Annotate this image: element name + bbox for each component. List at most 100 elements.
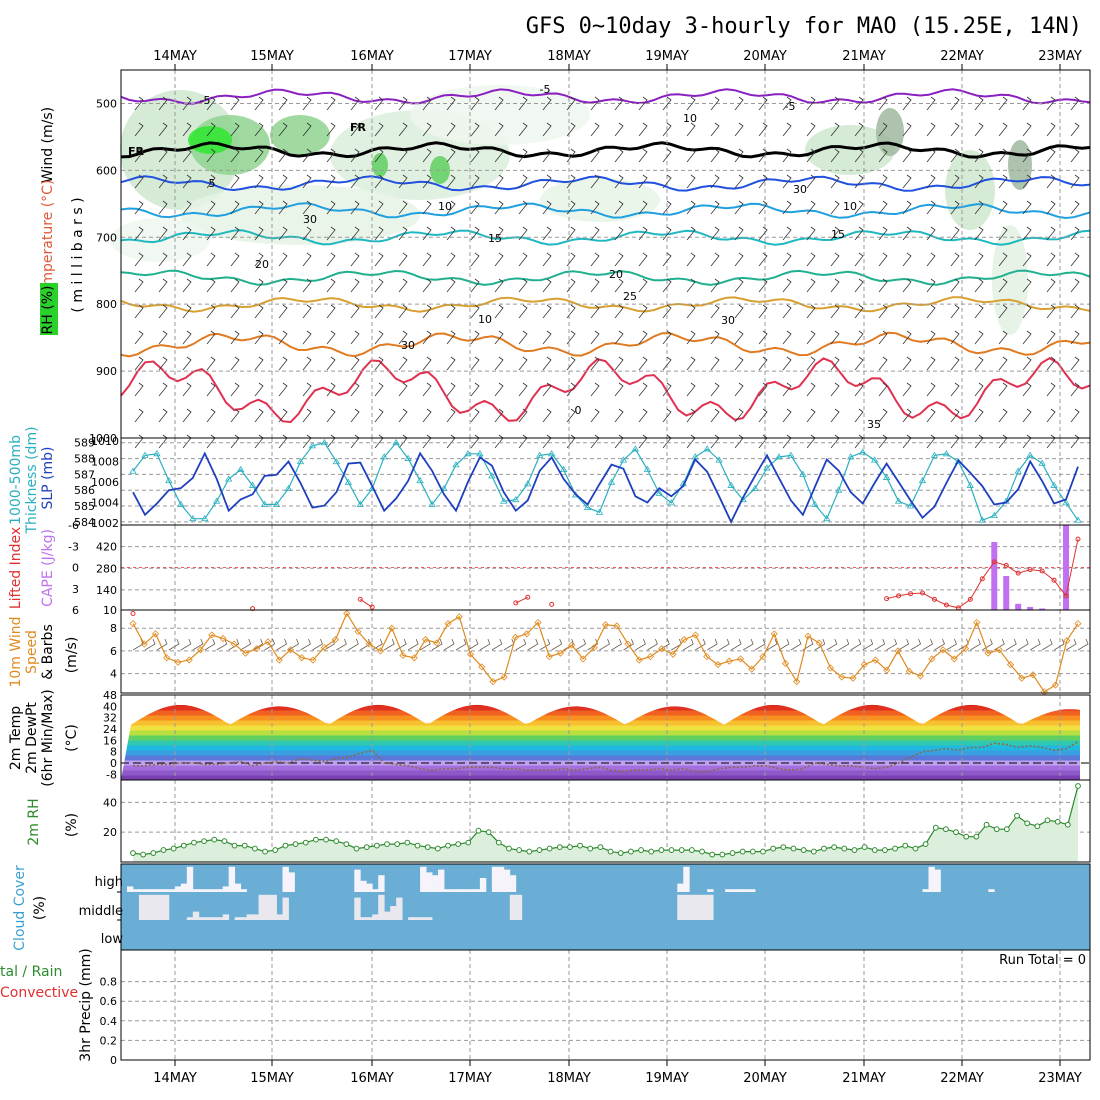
wind-barb	[638, 226, 648, 241]
wind-barb	[1046, 304, 1056, 319]
cloud-bar-middle	[210, 917, 218, 920]
wind-barb	[758, 252, 768, 267]
wind-barb	[206, 148, 216, 163]
wind-barb	[1022, 252, 1032, 267]
wind-barb	[134, 304, 144, 319]
wind10-point	[635, 656, 643, 664]
wind-barb	[182, 330, 192, 345]
rh-point	[729, 850, 736, 856]
slp-line	[132, 451, 1079, 524]
wind10-point	[365, 640, 373, 648]
thickness-point	[858, 448, 867, 455]
thickness-point	[512, 495, 520, 503]
wind-barb	[350, 148, 360, 163]
wind-barb	[1070, 356, 1080, 371]
wind-barb	[830, 96, 840, 111]
wind-barb	[422, 356, 432, 371]
wind-barb	[158, 148, 168, 163]
wind-barb	[542, 226, 552, 241]
thickness-point	[918, 476, 927, 484]
wind-barb	[446, 330, 456, 345]
temp-band	[121, 735, 1080, 741]
cloud-bar-high	[168, 889, 176, 892]
wind-barb	[662, 382, 672, 397]
temp-band	[121, 770, 1080, 776]
temp-band	[121, 715, 1080, 721]
wind-barb	[974, 356, 984, 371]
wind-barb	[806, 96, 816, 111]
wind-barb	[518, 356, 528, 371]
wind-barb	[422, 148, 432, 163]
wind-barb	[998, 330, 1008, 345]
wind-barb	[710, 148, 720, 163]
rh-point	[932, 824, 939, 831]
rh-point	[821, 845, 827, 852]
wind-barb	[1022, 122, 1032, 137]
wind-barb	[230, 122, 240, 137]
wind-barb	[638, 174, 648, 189]
wind-barb	[590, 330, 600, 345]
cloud-bar-high	[354, 869, 361, 892]
thickness-point	[799, 470, 807, 477]
wind-barb	[878, 96, 888, 111]
wind-barb	[518, 122, 528, 137]
wind-barb	[926, 148, 936, 163]
date-top-label: 16MAY	[350, 49, 394, 64]
wind10-barb	[599, 638, 611, 651]
wind10-point	[1051, 681, 1060, 689]
wind-barb	[806, 174, 816, 189]
wind-barb	[206, 382, 216, 397]
wind-barb	[326, 252, 336, 267]
wind-barb	[902, 200, 912, 215]
wind-barb	[182, 122, 192, 137]
wind-barb	[998, 356, 1008, 371]
wind10-barb	[838, 638, 850, 651]
wind-barb	[206, 304, 216, 319]
wind-barb	[134, 278, 144, 293]
wind-barb	[446, 278, 456, 293]
wind-barb	[638, 330, 648, 345]
rh-point	[536, 847, 543, 853]
cloud-label-low: low	[101, 932, 124, 947]
label-precip-unit: 3hr Precip (mm)	[78, 948, 94, 1061]
thickness-point	[141, 451, 149, 458]
wind-barb	[230, 356, 240, 371]
thickness-point	[236, 465, 245, 473]
rh-point	[973, 833, 980, 840]
wind-barb	[470, 148, 480, 163]
wind-barb	[278, 226, 288, 241]
thickness-point	[703, 445, 711, 452]
wind-barb	[518, 148, 528, 163]
wind-barb	[182, 148, 192, 163]
wind-barb	[806, 382, 816, 397]
wind-barb	[206, 330, 216, 345]
wind-barb	[206, 96, 216, 111]
wind10-barb	[934, 638, 945, 651]
wind-barb	[926, 304, 936, 319]
wind-barb	[134, 382, 144, 397]
thickness-point	[751, 484, 759, 492]
wind-tick-label: 8	[110, 622, 117, 635]
cloud-bar-high	[449, 889, 457, 892]
wind10-point	[343, 609, 351, 617]
wind-barb	[302, 356, 312, 371]
wind-barb	[494, 278, 504, 293]
wind-barb	[518, 278, 528, 293]
thickness-point	[667, 499, 675, 506]
cloud-bar-high	[988, 889, 995, 892]
li-point	[979, 576, 985, 582]
wind-barb	[734, 408, 744, 423]
wind-barb	[566, 330, 576, 345]
wind-barb	[734, 226, 744, 241]
date-bottom-label: 15MAY	[250, 1071, 294, 1086]
wind-barb	[734, 356, 744, 371]
date-top-label: 14MAY	[153, 49, 197, 64]
wind10-point	[534, 618, 542, 627]
wind-barb	[134, 356, 144, 371]
wind-barb	[1022, 278, 1032, 293]
wind-barb	[158, 382, 168, 397]
wind-barb	[134, 148, 144, 163]
cloud-bar-middle	[138, 894, 146, 920]
thickness-point	[942, 450, 951, 457]
thickness-tick-label: 588	[74, 453, 95, 466]
